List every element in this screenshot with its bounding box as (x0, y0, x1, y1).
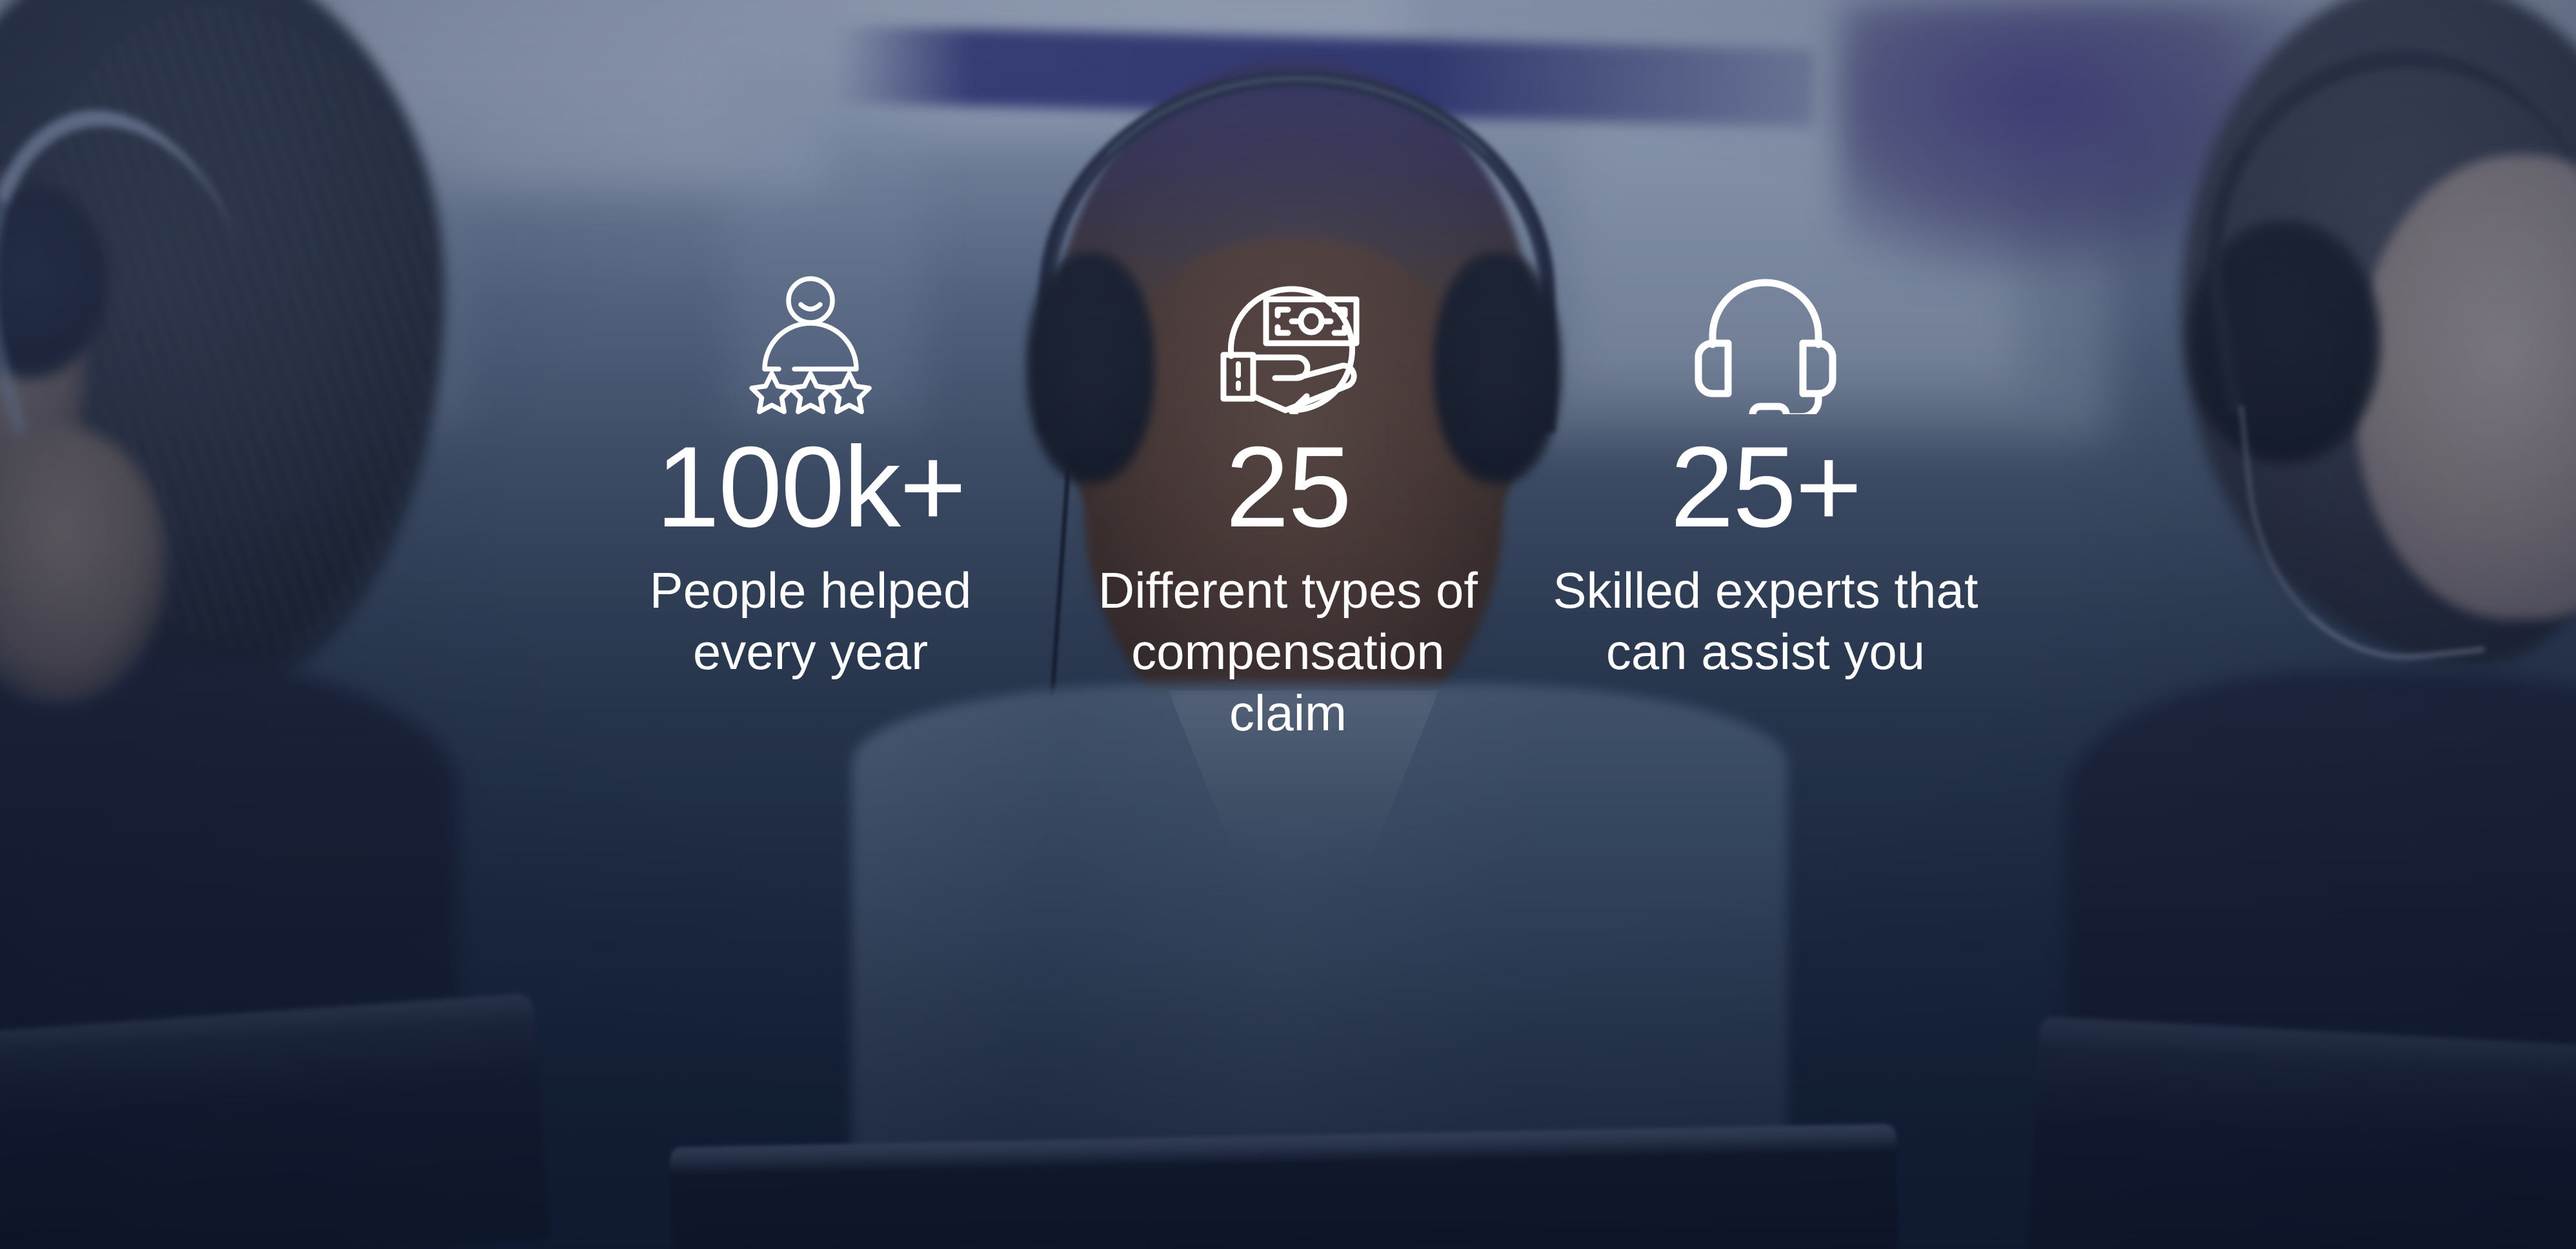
stat-value: 100k+ (656, 423, 966, 551)
stat-item-people-helped: 100k+ People helped every year (572, 0, 1049, 683)
stat-label: Skilled experts that can assist you (1553, 561, 1978, 680)
stat-item-claim-types: 25 Different types of compensation claim (1049, 0, 1527, 744)
stat-item-skilled-experts: 25+ Skilled experts that can assist you (1527, 0, 2004, 683)
stat-value: 25 (1225, 423, 1352, 551)
stat-value: 25+ (1670, 423, 1862, 551)
money-in-hand-refund-icon (1207, 227, 1369, 414)
headset-support-icon (1691, 227, 1840, 414)
stat-label: People helped every year (649, 561, 972, 680)
stat-label: Different types of compensation claim (1098, 561, 1478, 741)
person-rating-stars-icon (736, 227, 885, 414)
